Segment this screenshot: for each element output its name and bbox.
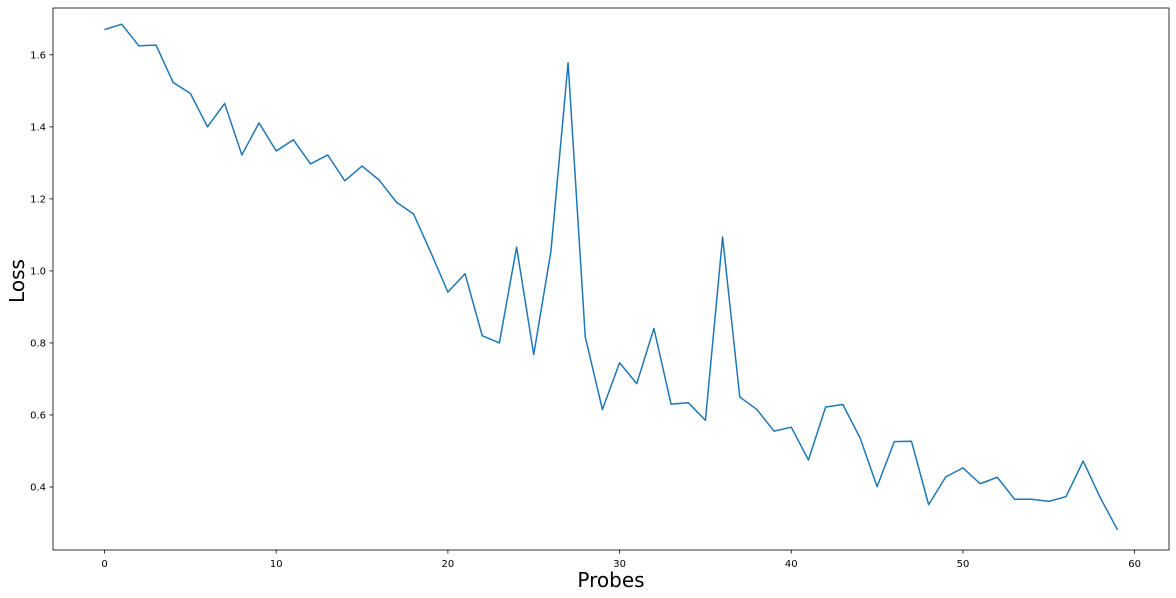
x-tick-label: 10 [270, 559, 283, 570]
x-tick-label: 0 [101, 559, 107, 570]
y-tick-label: 0.4 [30, 482, 46, 493]
plot-area [52, 7, 1170, 551]
x-tick-label: 30 [613, 559, 626, 570]
y-axis-ticks: 0.4 0.6 0.8 1.0 1.2 1.4 1.6 [30, 50, 53, 493]
x-tick-label: 60 [1128, 559, 1141, 570]
y-tick-label: 1.2 [30, 194, 46, 205]
y-tick-label: 0.8 [30, 338, 46, 349]
x-tick-label: 50 [957, 559, 970, 570]
loss-series-line [104, 23, 1119, 531]
x-tick-label: 20 [442, 559, 455, 570]
y-tick-label: 1.4 [30, 122, 46, 133]
x-axis-ticks: 0 10 20 30 40 50 60 [101, 550, 1141, 570]
y-tick-label: 0.6 [30, 410, 46, 421]
y-tick-label: 1.6 [30, 50, 46, 61]
y-tick-label: 1.0 [30, 266, 46, 277]
x-axis-label: Probes [577, 568, 644, 592]
y-axis-label: Loss [5, 259, 29, 303]
x-tick-label: 40 [785, 559, 798, 570]
